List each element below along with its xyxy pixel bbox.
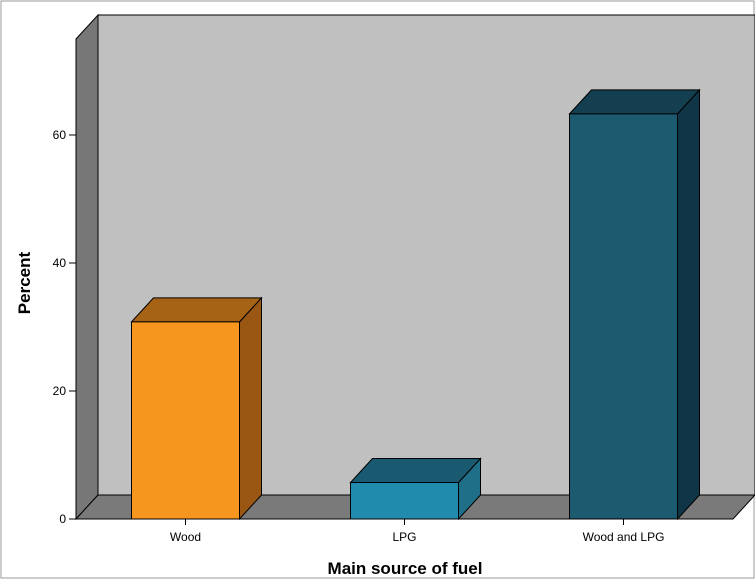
bars bbox=[130, 88, 701, 521]
bar-front-0 bbox=[131, 321, 240, 520]
bar-wood-and-lpg bbox=[568, 88, 701, 521]
x-tick-label-1: LPG bbox=[392, 530, 416, 544]
bar-wood bbox=[130, 296, 263, 521]
y-tick-label-1: 20 bbox=[53, 384, 67, 398]
bar-lpg bbox=[349, 457, 482, 521]
x-axis-ticks: Wood LPG Wood and LPG bbox=[170, 519, 664, 544]
bar-top-1 bbox=[349, 458, 482, 484]
left-side-wall bbox=[75, 13, 99, 521]
y-tick-label-0: 0 bbox=[59, 512, 66, 526]
bar-top-2 bbox=[568, 89, 701, 115]
bar-top-0 bbox=[130, 297, 263, 323]
x-tick-label-0: Wood bbox=[170, 530, 201, 544]
y-tick-label-2: 40 bbox=[53, 256, 67, 270]
x-tick-label-2: Wood and LPG bbox=[583, 530, 665, 544]
y-axis-label: Percent bbox=[15, 251, 34, 314]
y-tick-label-3: 60 bbox=[53, 128, 67, 142]
x-axis-label: Main source of fuel bbox=[328, 559, 483, 578]
bar-side-0 bbox=[239, 296, 262, 521]
bar-side-2 bbox=[677, 88, 700, 521]
bar-front-2 bbox=[569, 113, 678, 520]
y-axis-ticks: 0 20 40 60 bbox=[53, 128, 76, 526]
bar-front-1 bbox=[350, 482, 459, 520]
